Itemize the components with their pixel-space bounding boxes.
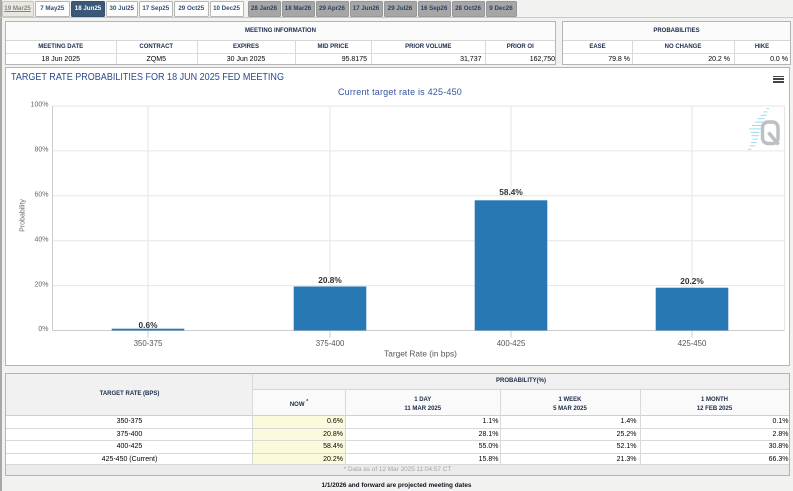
svg-text:375-400: 375-400	[315, 339, 344, 348]
svg-text:40%: 40%	[34, 236, 48, 243]
svg-text:58.4%: 58.4%	[499, 187, 523, 197]
svg-text:Target Rate (in bps): Target Rate (in bps)	[384, 349, 457, 359]
svg-text:350-375: 350-375	[133, 339, 162, 348]
svg-text:60%: 60%	[34, 192, 48, 199]
svg-text:20.2%: 20.2%	[680, 276, 704, 286]
svg-text:100%: 100%	[30, 102, 48, 109]
svg-text:0%: 0%	[38, 326, 48, 333]
svg-text:80%: 80%	[34, 147, 48, 154]
svg-text:Probability: Probability	[19, 199, 26, 232]
svg-text:20%: 20%	[34, 281, 48, 288]
svg-text:425-450: 425-450	[677, 339, 706, 348]
svg-text:400-425: 400-425	[496, 339, 525, 348]
svg-text:0.6%: 0.6%	[138, 320, 158, 330]
svg-text:20.8%: 20.8%	[318, 275, 342, 285]
